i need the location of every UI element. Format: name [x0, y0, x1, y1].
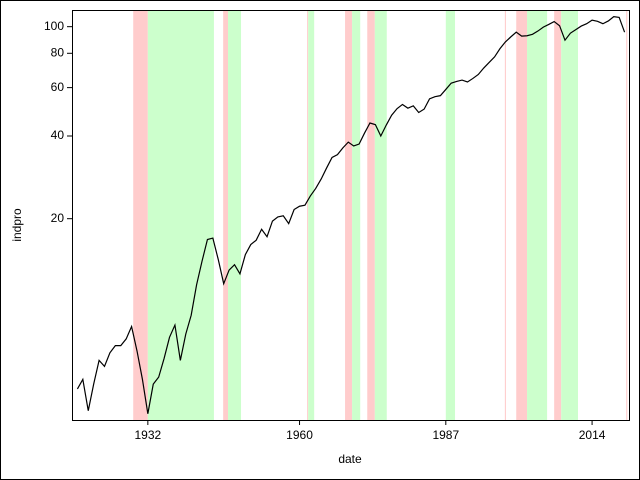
- plot: [76, 15, 626, 414]
- y-tick-label: 80: [51, 45, 65, 59]
- y-tick-label: 60: [51, 80, 65, 94]
- data-line: [76, 15, 626, 414]
- shaded-band: [307, 10, 309, 420]
- shaded-band: [626, 10, 628, 420]
- shaded-band: [516, 10, 528, 420]
- shaded-band: [367, 10, 375, 420]
- y-axis-label: indpro: [10, 208, 24, 242]
- x-tick-label: 1932: [134, 428, 161, 442]
- bands: [133, 10, 628, 420]
- x-tick-label: 1987: [432, 428, 459, 442]
- shaded-band: [228, 10, 242, 420]
- plot-border: [72, 10, 630, 421]
- shaded-band: [147, 10, 214, 420]
- x-tick-label: 2014: [579, 428, 606, 442]
- y-tick-label: 40: [51, 128, 65, 142]
- y-tick-label: 20: [51, 211, 65, 225]
- shaded-band: [223, 10, 229, 420]
- x-axis-label: date: [338, 452, 362, 466]
- shaded-band: [308, 10, 315, 420]
- shaded-band: [374, 10, 387, 420]
- shaded-band: [345, 10, 353, 420]
- shaded-band: [352, 10, 361, 420]
- y-tick-label: 100: [44, 19, 64, 33]
- shaded-band: [527, 10, 548, 420]
- shaded-band: [561, 10, 578, 420]
- x-tick-label: 1960: [286, 428, 313, 442]
- shaded-band: [504, 10, 506, 420]
- shaded-band: [445, 10, 456, 420]
- shaded-band: [133, 10, 148, 420]
- shaded-band: [554, 10, 562, 420]
